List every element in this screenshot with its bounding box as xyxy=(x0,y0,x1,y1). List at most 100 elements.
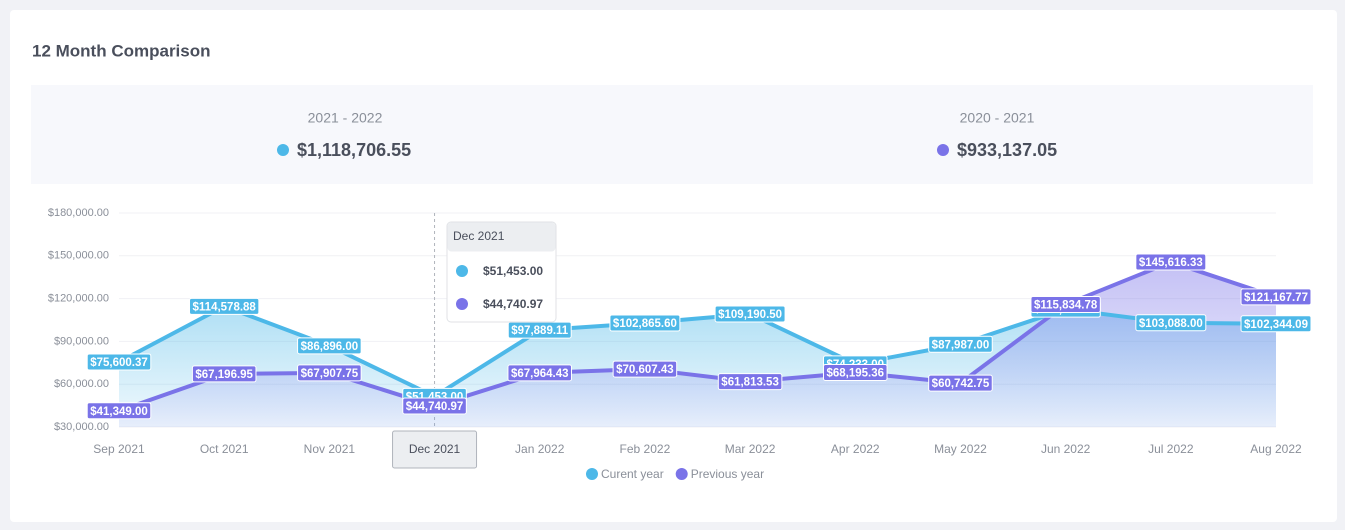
data-label: $114,578.88 xyxy=(189,297,260,315)
data-label-bg xyxy=(714,305,786,323)
data-label-text: $67,907.75 xyxy=(301,368,359,380)
summary-dot xyxy=(937,144,949,156)
data-label: $121,167.77 xyxy=(1240,288,1312,306)
data-label-bg xyxy=(717,373,783,391)
tooltip-dot xyxy=(456,298,468,310)
y-tick-label: $120,000.00 xyxy=(48,293,109,305)
data-label: $103,088.00 xyxy=(1135,314,1207,332)
data-label-bg xyxy=(1135,314,1207,332)
data-label-text: $121,167.77 xyxy=(1244,292,1308,304)
data-label-text: $114,578.88 xyxy=(193,301,257,313)
y-tick-label: $180,000.00 xyxy=(48,207,109,219)
data-label: $44,740.97 xyxy=(402,397,467,415)
tooltip-dot xyxy=(456,265,468,277)
data-label-text: $60,742.75 xyxy=(932,378,990,390)
data-label-bg xyxy=(86,353,152,371)
data-label-bg xyxy=(189,297,260,315)
y-tick-label: $60,000.00 xyxy=(54,378,109,390)
data-label-bg xyxy=(507,364,573,382)
x-tick-label: Aug 2022 xyxy=(1250,442,1302,456)
x-tick-label: May 2022 xyxy=(934,442,987,456)
summary-dot xyxy=(277,144,289,156)
data-label-bg xyxy=(1135,253,1207,271)
y-tick-label: $90,000.00 xyxy=(54,335,109,347)
data-label-bg xyxy=(297,364,362,382)
x-tick-label: Apr 2022 xyxy=(831,442,880,456)
tooltip-value: $44,740.97 xyxy=(483,297,543,311)
data-label: $87,987.00 xyxy=(928,335,993,353)
data-label-text: $61,813.53 xyxy=(721,377,779,389)
data-label: $67,964.43 xyxy=(507,364,573,382)
card-title: 12 Month Comparison xyxy=(32,41,211,60)
x-tick-label: Sep 2021 xyxy=(93,442,145,456)
data-label-text: $97,889.11 xyxy=(511,325,569,337)
data-label: $67,907.75 xyxy=(297,364,362,382)
data-label-text: $102,344.09 xyxy=(1244,319,1308,331)
data-label-text: $145,616.33 xyxy=(1139,257,1203,269)
legend-dot xyxy=(586,468,598,480)
data-label: $67,196.95 xyxy=(191,365,257,383)
data-label-bg xyxy=(1030,296,1101,314)
y-tick-label: $30,000.00 xyxy=(54,421,109,433)
x-tick-label: Nov 2021 xyxy=(304,442,356,456)
data-label-text: $87,987.00 xyxy=(932,339,990,351)
legend-dot xyxy=(675,468,688,480)
data-label-bg xyxy=(191,365,257,383)
data-label-text: $67,964.43 xyxy=(511,368,569,380)
x-tick-label: Jul 2022 xyxy=(1148,442,1194,456)
data-label: $145,616.33 xyxy=(1135,253,1207,271)
data-label: $115,834.78 xyxy=(1030,296,1101,314)
summary-panel xyxy=(31,85,1313,184)
data-label: $41,349.00 xyxy=(86,402,152,420)
tooltip-value: $51,453.00 xyxy=(483,264,543,278)
data-label-text: $115,834.78 xyxy=(1034,300,1098,312)
data-label-text: $67,196.95 xyxy=(195,369,253,381)
crosshair-label: Dec 2021 xyxy=(409,442,461,456)
data-label-bg xyxy=(1240,288,1312,306)
summary-total: $1,118,706.55 xyxy=(297,140,411,160)
data-label-text: $102,865.60 xyxy=(613,318,677,330)
data-label: $68,195.36 xyxy=(822,364,888,382)
data-label: $102,865.60 xyxy=(609,314,681,332)
data-label-bg xyxy=(822,364,888,382)
data-label-text: $75,600.37 xyxy=(90,357,148,369)
tooltip-header xyxy=(447,222,556,252)
data-label: $102,344.09 xyxy=(1240,315,1312,333)
data-label: $97,889.11 xyxy=(507,321,572,339)
x-tick-label: Jun 2022 xyxy=(1041,442,1091,456)
summary-period: 2021 - 2022 xyxy=(308,110,383,126)
data-label-text: $68,195.36 xyxy=(826,368,884,380)
data-label-text: $86,896.00 xyxy=(301,341,359,353)
crosshair-label-bg xyxy=(392,430,478,469)
data-label-bg xyxy=(928,335,993,353)
data-label-text: $44,740.97 xyxy=(406,401,464,413)
data-label-text: $70,607.43 xyxy=(616,364,674,376)
legend-label: Previous year xyxy=(691,467,764,481)
data-label-bg xyxy=(928,374,993,392)
data-label-bg xyxy=(297,337,362,355)
data-label: $60,742.75 xyxy=(928,374,993,392)
data-label-text: $103,088.00 xyxy=(1139,318,1203,330)
data-label: $75,600.37 xyxy=(86,353,152,371)
data-label-bg xyxy=(612,360,678,378)
x-tick-label: Jan 2022 xyxy=(515,442,565,456)
data-label: $61,813.53 xyxy=(717,373,783,391)
y-tick-label: $150,000.00 xyxy=(48,250,109,262)
summary-total: $933,137.05 xyxy=(957,140,1057,160)
data-label-bg xyxy=(86,402,152,420)
tooltip-title: Dec 2021 xyxy=(453,229,505,243)
legend-label: Curent year xyxy=(601,467,664,481)
x-tick-label: Mar 2022 xyxy=(725,442,776,456)
data-label: $109,190.50 xyxy=(714,305,786,323)
data-label: $86,896.00 xyxy=(297,337,362,355)
data-label: $70,607.43 xyxy=(612,360,678,378)
data-label-bg xyxy=(609,314,681,332)
x-tick-label: Feb 2022 xyxy=(620,442,671,456)
data-label-text: $109,190.50 xyxy=(718,309,782,321)
data-label-bg xyxy=(402,397,467,415)
data-label-text: $41,349.00 xyxy=(90,406,148,418)
data-label-bg xyxy=(1240,315,1312,333)
x-tick-label: Oct 2021 xyxy=(200,442,249,456)
summary-period: 2020 - 2021 xyxy=(960,110,1035,126)
